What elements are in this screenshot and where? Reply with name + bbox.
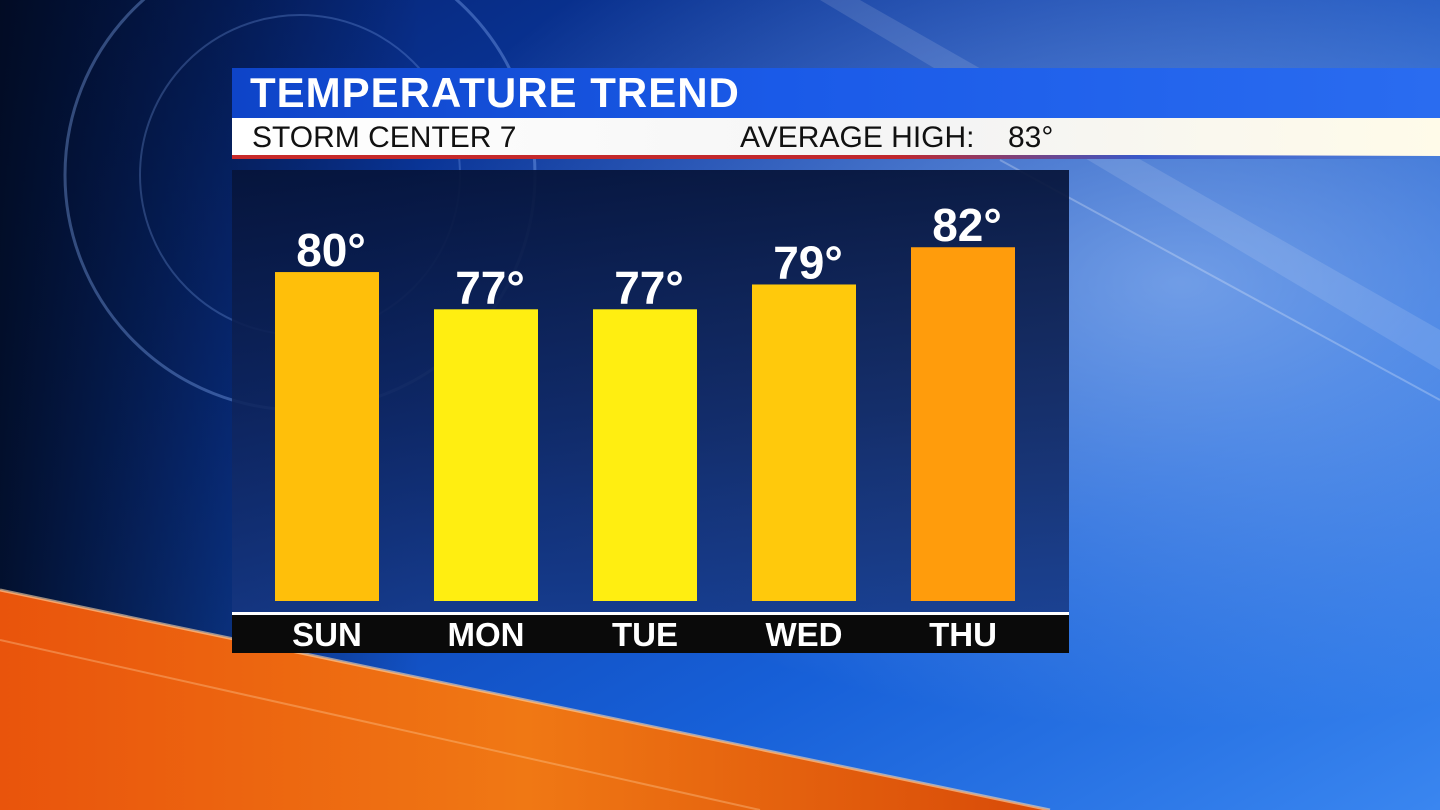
average-high-value: 83° [1008, 121, 1054, 154]
bar-mon [434, 309, 538, 601]
bar-tue [593, 309, 697, 601]
average-high-label: AVERAGE HIGH: [740, 121, 975, 154]
bar-wed [752, 284, 856, 601]
chart-title: TEMPERATURE TREND [250, 69, 740, 116]
subtitle-band: STORM CENTER 7 AVERAGE HIGH: 83° [232, 118, 1440, 156]
bar-thu [911, 247, 1015, 601]
accent-rule [232, 155, 1440, 159]
temperature-bar-chart: 80° SUN 77° MON 77° TUE 79° WED 82° THU [275, 199, 1015, 653]
value-label-wed: 79° [773, 236, 843, 288]
day-label-tue: TUE [612, 616, 678, 653]
day-label-strip [232, 615, 1069, 653]
value-label-tue: 77° [614, 261, 684, 313]
day-label-wed: WED [766, 616, 843, 653]
bar-sun [275, 272, 379, 601]
value-label-sun: 80° [296, 224, 366, 276]
station-name: STORM CENTER 7 [252, 121, 517, 154]
day-label-mon: MON [448, 616, 525, 653]
title-band: TEMPERATURE TREND [232, 68, 1440, 118]
chart-baseline [232, 612, 1069, 615]
value-label-mon: 77° [455, 261, 525, 313]
day-label-sun: SUN [292, 616, 362, 653]
day-label-thu: THU [929, 616, 997, 653]
value-label-thu: 82° [932, 199, 1002, 251]
